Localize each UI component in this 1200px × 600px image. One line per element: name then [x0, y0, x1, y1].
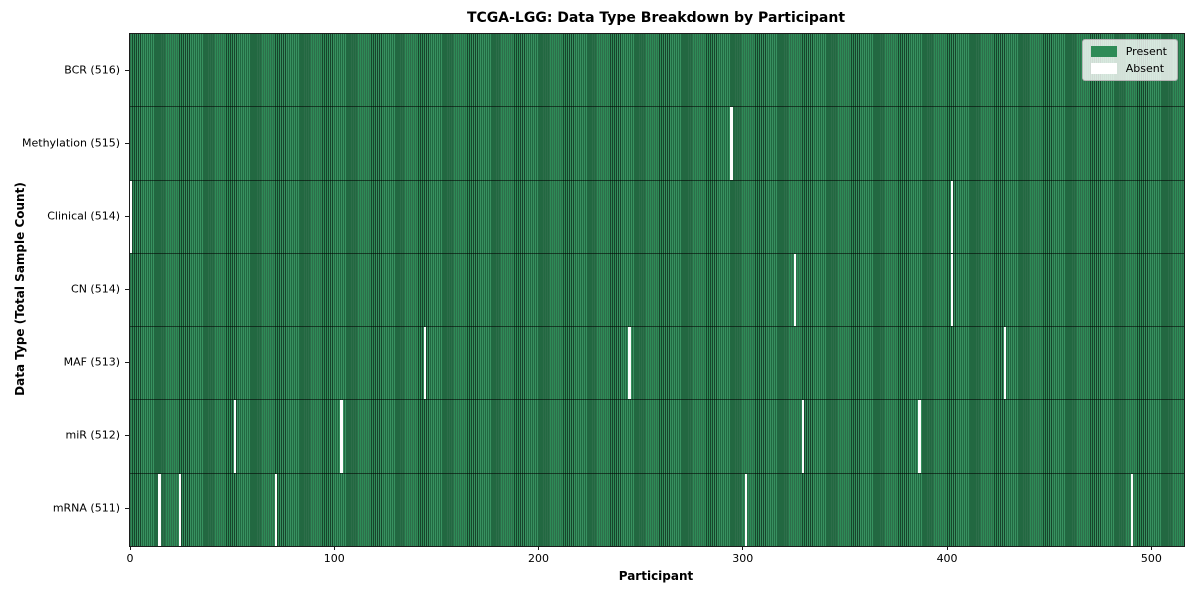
y-tick-mark — [125, 289, 129, 290]
absent-mark — [793, 253, 797, 327]
plot-area: Present Absent — [129, 33, 1185, 547]
x-tick-label-0: 0 — [126, 552, 134, 565]
absent-mark — [918, 400, 921, 473]
legend-label-present: Present — [1125, 45, 1167, 58]
y-tick-mark — [125, 69, 129, 71]
x-tick-mark — [1150, 546, 1152, 550]
absent-mark — [1004, 327, 1007, 400]
heatmap-row-CN — [130, 252, 1184, 327]
heatmap-row-Methylation — [130, 106, 1184, 180]
y-tick-mark — [125, 508, 129, 510]
x-tick-label-300: 300 — [732, 552, 754, 565]
absent-mark — [340, 400, 343, 473]
present-swatch-icon — [1090, 46, 1117, 57]
heatmap-row-mRNA — [130, 472, 1184, 546]
x-tick-mark — [129, 546, 131, 550]
y-tick-label-CN: CN (514) — [71, 282, 120, 296]
y-axis: BCR (516) Methylation (515) Clinical (514)… — [0, 33, 129, 545]
absent-mark — [950, 180, 954, 253]
legend-item-absent: Absent — [1090, 62, 1167, 75]
heatmap-row-miR — [130, 399, 1184, 473]
absent-mark — [274, 473, 278, 546]
absent-swatch-icon — [1090, 63, 1117, 74]
y-tick-label-Clinical: Clinical (514) — [47, 209, 120, 223]
y-tick-label-mRNA: mRNA (511) — [52, 501, 120, 515]
x-tick-mark — [742, 546, 744, 550]
absent-mark — [158, 473, 161, 546]
absent-mark — [950, 253, 954, 327]
legend-item-present: Present — [1090, 45, 1167, 58]
absent-mark — [233, 400, 237, 473]
absent-mark — [1130, 473, 1134, 546]
x-tick-mark — [538, 546, 540, 550]
absent-mark — [178, 473, 182, 546]
x-tick-label-200: 200 — [528, 552, 550, 565]
absent-mark — [628, 327, 631, 400]
y-tick-mark — [125, 142, 129, 144]
heatmap-row-BCR — [130, 34, 1184, 107]
chart-title: TCGA-LGG: Data Type Breakdown by Partici… — [466, 10, 846, 26]
y-tick-mark — [125, 435, 129, 437]
y-tick-label-Methylation: Methylation (515) — [22, 136, 120, 150]
absent-mark — [730, 107, 733, 180]
legend: Present Absent — [1081, 39, 1178, 81]
x-tick-label-100: 100 — [323, 552, 345, 565]
y-tick-label-BCR: BCR (516) — [64, 63, 120, 77]
x-axis-title: Participant — [618, 569, 694, 583]
absent-mark — [130, 180, 133, 253]
y-tick-label-MAF: MAF (513) — [63, 355, 120, 369]
heatmap-rows — [130, 34, 1184, 546]
heatmap-row-Clinical — [130, 179, 1184, 253]
absent-mark — [744, 473, 748, 546]
y-tick-label-miR: miR (512) — [65, 428, 121, 442]
x-tick-mark — [946, 546, 948, 550]
heatmap-row-MAF — [130, 326, 1184, 400]
absent-mark — [801, 400, 805, 473]
absent-mark — [423, 327, 427, 400]
y-tick-mark — [125, 362, 129, 364]
legend-label-absent: Absent — [1125, 62, 1165, 75]
y-tick-mark — [125, 215, 129, 217]
x-tick-mark — [333, 546, 335, 550]
x-tick-label-400: 400 — [936, 552, 958, 565]
x-axis: 0 100 200 300 400 500 — [126, 546, 1183, 568]
x-tick-label-500: 500 — [1140, 552, 1162, 565]
